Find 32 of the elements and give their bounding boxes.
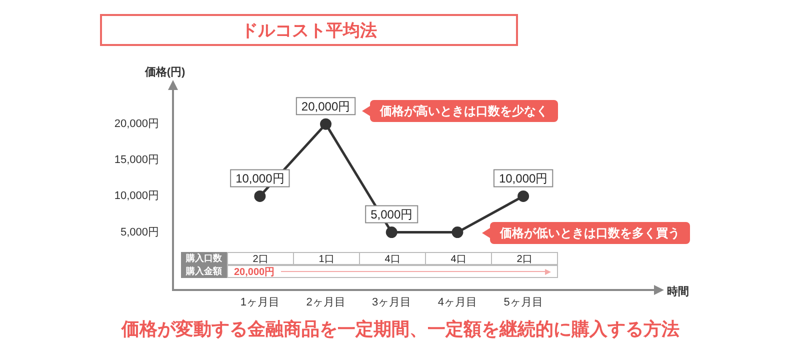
point — [320, 118, 332, 130]
chart-title: ドルコスト平均法 — [100, 14, 518, 46]
y-tick-label: 20,000円 — [114, 118, 159, 130]
y-tick-label: 10,000円 — [114, 190, 159, 202]
text: 価格が変動する金融商品を一定期間、一定額を継続的に購入する方法 — [120, 318, 680, 341]
x-tick-label: 5ヶ月目 — [504, 296, 543, 309]
annotation: 2口 — [491, 252, 558, 265]
annotation: 1口 — [293, 252, 360, 265]
x-tick-label: 3ヶ月目 — [372, 296, 412, 309]
data-label: 10,000円 — [236, 172, 284, 186]
y-tick-label: 15,000円 — [114, 154, 159, 166]
point — [518, 190, 530, 202]
annotation: 価格が高いときは口数を少なく — [370, 100, 558, 122]
data-label: 10,000円 — [498, 172, 548, 186]
x-tick-label: 4ヶ月目 — [438, 296, 478, 309]
text: 時間 — [667, 284, 689, 299]
y-tick-label: 5,000円 — [120, 226, 159, 238]
data-label: 20,000円 — [301, 99, 350, 114]
annotation: 20,000円 — [234, 266, 275, 278]
data-label: 5,000円 — [370, 208, 413, 222]
annotation: 4口 — [359, 252, 426, 265]
point — [254, 190, 266, 202]
text: 購入口数 — [181, 252, 227, 265]
point — [386, 226, 398, 238]
point — [452, 226, 464, 238]
annotation: 2口 — [227, 252, 294, 265]
x-tick-label: 2ヶ月目 — [306, 296, 346, 309]
annotation: 4口 — [425, 252, 492, 265]
x-tick-label: 1ヶ月目 — [240, 296, 280, 309]
annotation: 価格が低いときは口数を多く買う — [490, 222, 690, 244]
text: 購入金額 — [181, 265, 227, 278]
y-axis-title: 価格(円) — [144, 66, 186, 79]
